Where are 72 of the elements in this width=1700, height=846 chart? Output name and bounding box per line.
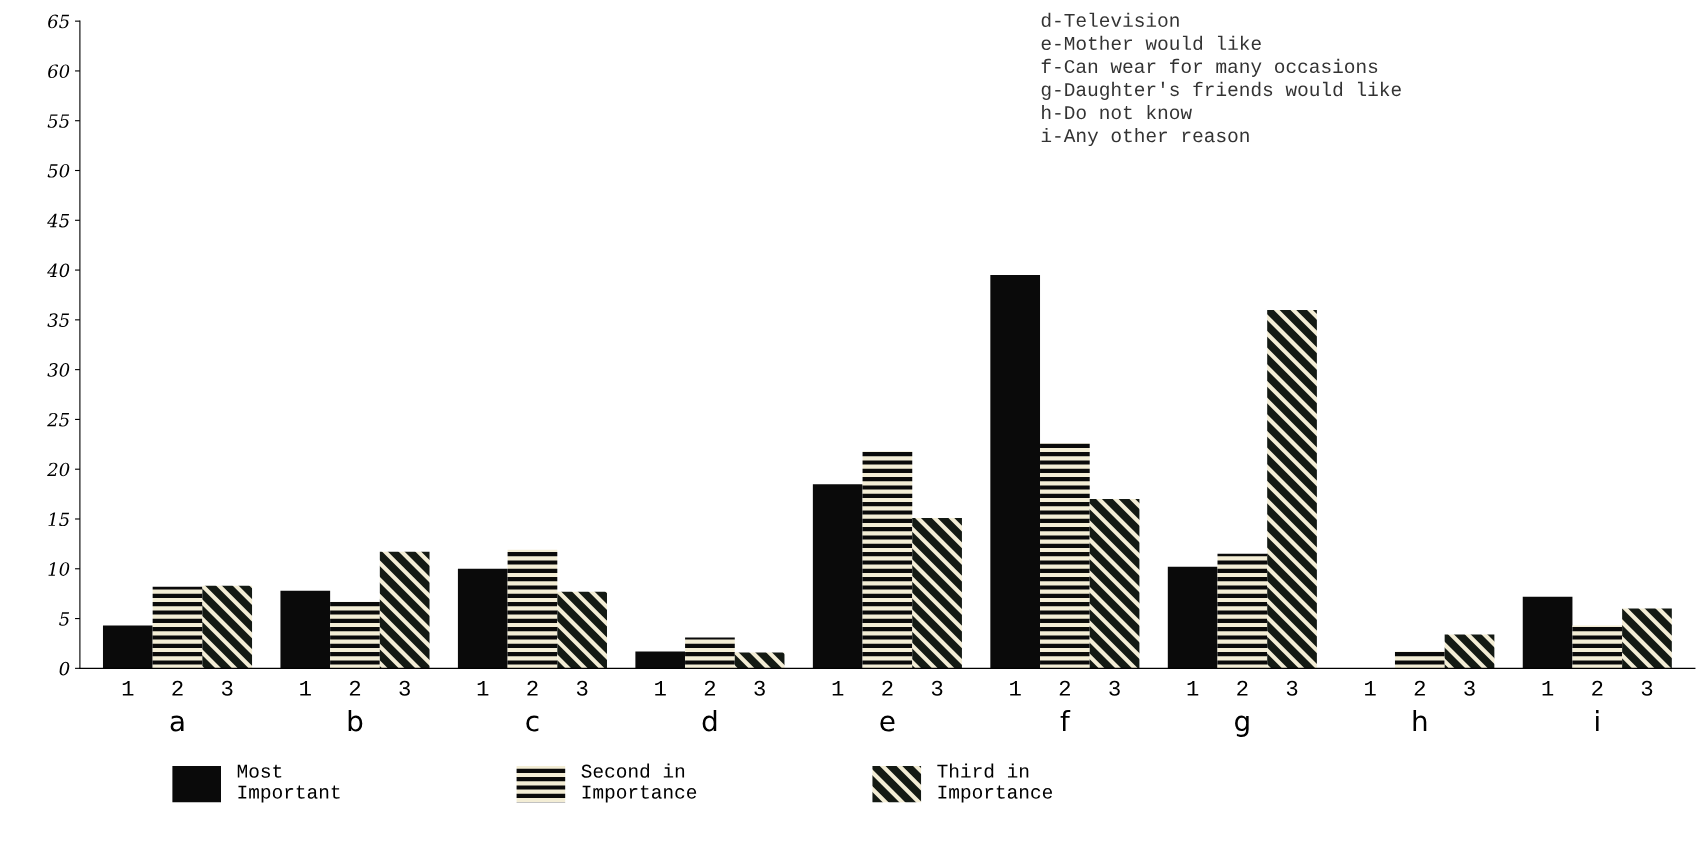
legend-label: Most Important <box>237 764 340 803</box>
x-tick-label: a <box>170 715 184 732</box>
x-tick-label: h <box>1413 710 1427 732</box>
annotation: 3 <box>1109 680 1120 696</box>
y-tick-label: 65 <box>48 14 70 29</box>
annotation: 1 <box>1542 680 1554 696</box>
bar <box>1267 309 1317 669</box>
annotation: 1 <box>1010 680 1021 696</box>
annotation: 1 <box>122 680 134 696</box>
annotation: 2 <box>704 680 716 696</box>
y-tick-label: 45 <box>47 213 70 228</box>
y-tick-label: 30 <box>47 363 70 377</box>
annotation: 1 <box>300 680 311 696</box>
legend-label: Second in Importance <box>581 763 697 803</box>
y-tick-label: 15 <box>48 512 70 527</box>
bar <box>912 517 962 669</box>
annotation: 2 <box>349 680 361 696</box>
y-tick-label: 0 <box>59 661 70 676</box>
y-tick-label: 25 <box>47 412 70 427</box>
x-tick-label: c <box>526 715 539 732</box>
bar <box>152 586 203 669</box>
annotation: 3 <box>754 680 765 696</box>
y-tick-label: 20 <box>47 462 70 477</box>
bar <box>507 549 558 669</box>
bar <box>1089 499 1140 669</box>
annotation: 3 <box>576 680 588 696</box>
bar <box>862 451 913 669</box>
x-tick-label: f <box>1060 710 1071 732</box>
bar <box>330 601 380 669</box>
bar <box>1622 608 1672 669</box>
bar <box>1217 553 1268 669</box>
annotation: 3 <box>1464 680 1475 696</box>
annotation: 2 <box>172 680 183 696</box>
annotation: 2 <box>1414 680 1425 696</box>
annotation: d-Television e-Mother would like f-Can wear for many occasions g-Daughter's friends would like h-Do not know i-Any other reason <box>1041 12 1401 147</box>
x-tick-label: i <box>1596 710 1599 732</box>
annotation: 1 <box>655 680 666 696</box>
annotation: 1 <box>1365 680 1376 696</box>
annotation: 3 <box>1286 680 1298 696</box>
annotation: 2 <box>1592 680 1603 696</box>
bar <box>379 551 430 669</box>
annotation: 2 <box>1237 680 1248 696</box>
annotation: 1 <box>1187 680 1199 696</box>
annotation: 3 <box>399 680 410 696</box>
annotation: 2 <box>1059 680 1070 696</box>
annotation: 3 <box>1641 680 1653 696</box>
y-tick-label: 5 <box>59 612 70 626</box>
annotation: 2 <box>527 680 538 696</box>
bar <box>1394 651 1445 669</box>
y-tick-label: 40 <box>47 263 70 278</box>
bar <box>1572 625 1623 669</box>
x-tick-label: e <box>880 715 895 732</box>
legend-label: Third in Importance <box>937 763 1053 803</box>
annotation: 2 <box>882 680 893 696</box>
bar <box>202 585 253 669</box>
y-tick-label: 50 <box>47 163 70 178</box>
y-tick-label: 55 <box>47 114 70 128</box>
annotation: 1 <box>477 680 489 696</box>
annotation: 3 <box>221 680 233 696</box>
bar <box>1444 634 1495 669</box>
y-tick-label: 35 <box>47 313 70 327</box>
y-tick-label: 60 <box>48 64 70 79</box>
annotation: 3 <box>931 680 943 696</box>
x-tick-label: b <box>348 710 363 732</box>
annotation: 1 <box>832 680 844 696</box>
bar <box>734 652 785 669</box>
bar <box>557 591 607 669</box>
bar <box>1040 443 1090 669</box>
y-tick-label: 10 <box>48 562 70 576</box>
x-tick-label: g <box>1235 715 1249 737</box>
x-tick-label: d <box>702 710 717 732</box>
bar <box>685 637 735 669</box>
